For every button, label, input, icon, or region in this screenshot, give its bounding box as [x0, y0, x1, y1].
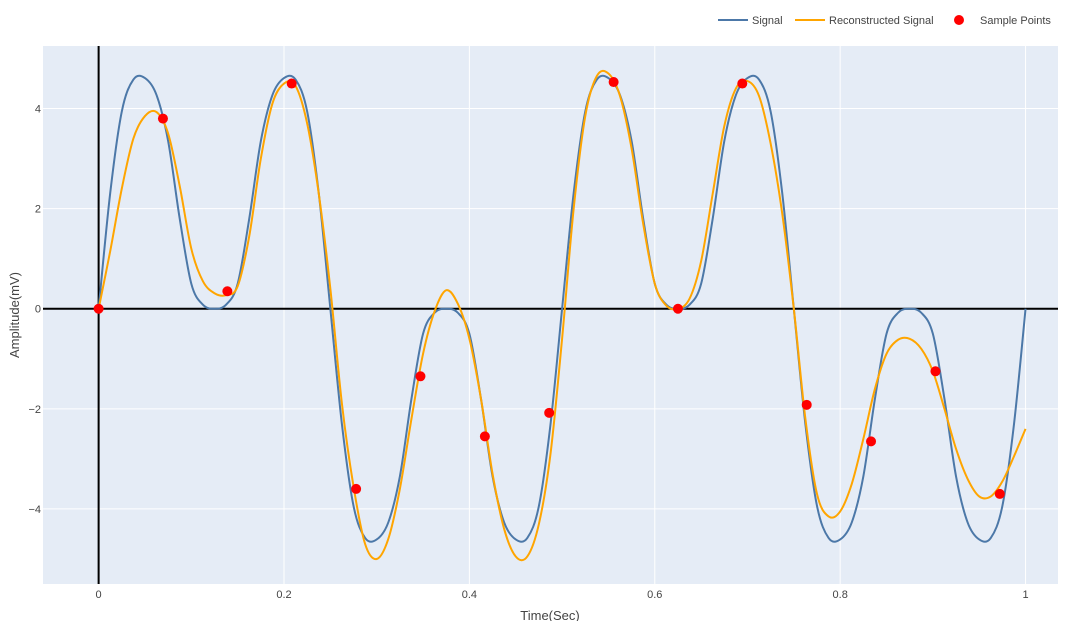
sample-point — [93, 303, 104, 314]
legend-label: Reconstructed Signal — [829, 15, 934, 27]
legend-item-reconstructed-signal[interactable]: Reconstructed Signal — [795, 15, 934, 27]
plot-area — [43, 46, 1058, 584]
y-tick-label: −4 — [28, 504, 41, 516]
x-axis-title: Time(Sec) — [520, 608, 579, 621]
legend-swatch — [954, 15, 964, 25]
sample-point — [222, 286, 233, 297]
x-tick-label: 0.6 — [647, 589, 662, 601]
sample-point — [544, 407, 555, 418]
x-tick-label: 0.8 — [833, 589, 848, 601]
reconstructed-signal-line — [97, 69, 1027, 562]
x-tick-labels: 0 0.2 0.4 0.6 0.8 1 — [96, 589, 1029, 601]
y-tick-labels: −4 −2 0 2 4 — [28, 104, 41, 516]
x-tick-label: 0.4 — [462, 589, 477, 601]
signal-line — [97, 74, 1027, 543]
y-tick-label: −2 — [28, 404, 41, 416]
sample-point — [286, 78, 297, 89]
sample-point — [157, 113, 168, 124]
legend-item-signal[interactable]: Signal — [718, 15, 783, 27]
x-tick-label: 0 — [96, 589, 102, 601]
y-tick-label: 0 — [35, 304, 41, 316]
y-tick-label: 2 — [35, 204, 41, 216]
traces — [93, 69, 1027, 562]
legend-item-sample-points[interactable]: Sample Points — [954, 15, 1051, 27]
sample-point — [672, 303, 683, 314]
y-axis-title: Amplitude(mV) — [7, 272, 22, 358]
sample-point — [930, 366, 941, 377]
sample-point — [351, 483, 362, 494]
legend-label: Sample Points — [980, 15, 1051, 27]
x-tick-label: 0.2 — [276, 589, 291, 601]
sample-point — [994, 488, 1005, 499]
x-tick-label: 1 — [1022, 589, 1028, 601]
legend[interactable]: Signal Reconstructed Signal Sample Points — [718, 15, 1051, 27]
sample-point — [608, 77, 619, 88]
sample-point — [801, 399, 812, 410]
sample-point — [737, 78, 748, 89]
legend-label: Signal — [752, 15, 783, 27]
y-tick-label: 4 — [35, 104, 41, 116]
sample-point — [415, 371, 426, 382]
sample-point — [479, 431, 490, 442]
sample-point — [866, 436, 877, 447]
